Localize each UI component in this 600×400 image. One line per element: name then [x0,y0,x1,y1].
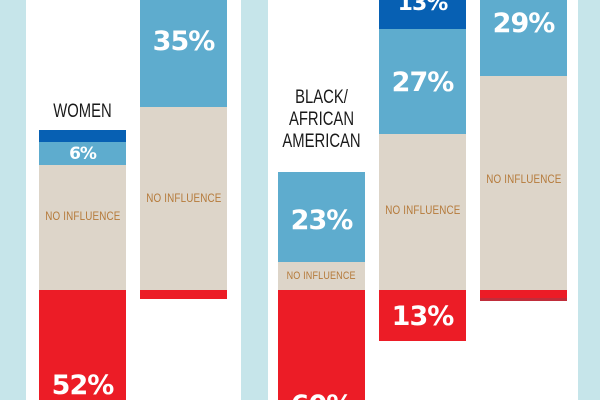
segment-strong-positive: 13% [379,0,466,29]
segment-positive: 27% [379,29,466,134]
segment-negative: 52% [39,290,126,400]
segment-positive: 6% [39,142,126,165]
bar-black-2: 13% 27% NO INFLUENCE 13% [379,0,466,400]
segment-strong-negative [480,298,567,301]
value-label: 27% [391,67,455,98]
value-label: 52% [51,370,115,400]
value-label: 29% [492,7,556,39]
segment-negative [140,290,227,299]
no-influence-label: NO INFLUENCE [145,190,222,205]
value-label: 23% [290,204,354,236]
right-stripe [578,0,600,400]
segment-no-influence: NO INFLUENCE [140,107,227,290]
group-label-black-african-american: BLACK/ AFRICAN AMERICAN [278,87,365,153]
segment-strong-positive [39,130,126,142]
group-label-line: AFRICAN [288,109,355,130]
group-label-women: WOMEN [53,101,112,122]
segment-positive: 29% [480,0,567,76]
no-influence-label: NO INFLUENCE [44,208,121,223]
value-label: 13% [397,0,449,16]
segment-positive: 23% [278,172,365,262]
group-label-line: AMERICAN [282,131,361,152]
value-label: 13% [391,301,455,332]
no-influence-label: NO INFLUENCE [384,203,461,217]
segment-negative: 13% [379,290,466,341]
value-label: 6% [69,143,97,164]
bar-women-2: 35% NO INFLUENCE [140,0,227,400]
segment-negative: 60% [278,290,365,400]
segment-no-influence: NO INFLUENCE [39,165,126,290]
left-stripe [0,0,26,400]
value-label: 35% [152,26,216,57]
no-influence-label: NO INFLUENCE [485,172,562,186]
bar-black-1: 23% NO INFLUENCE 60% [278,0,365,400]
segment-no-influence: NO INFLUENCE [278,262,365,290]
segment-negative [480,290,567,298]
middle-stripe [241,0,268,400]
bar-women-1: 6% NO INFLUENCE 52% [39,0,126,400]
bar-black-3: 29% NO INFLUENCE [480,0,567,400]
segment-positive: 35% [140,0,227,107]
no-influence-label: NO INFLUENCE [286,270,357,282]
value-label: 60% [291,390,354,400]
group-label-line: BLACK/ [295,87,348,108]
segment-no-influence: NO INFLUENCE [480,76,567,290]
segment-no-influence: NO INFLUENCE [379,134,466,290]
